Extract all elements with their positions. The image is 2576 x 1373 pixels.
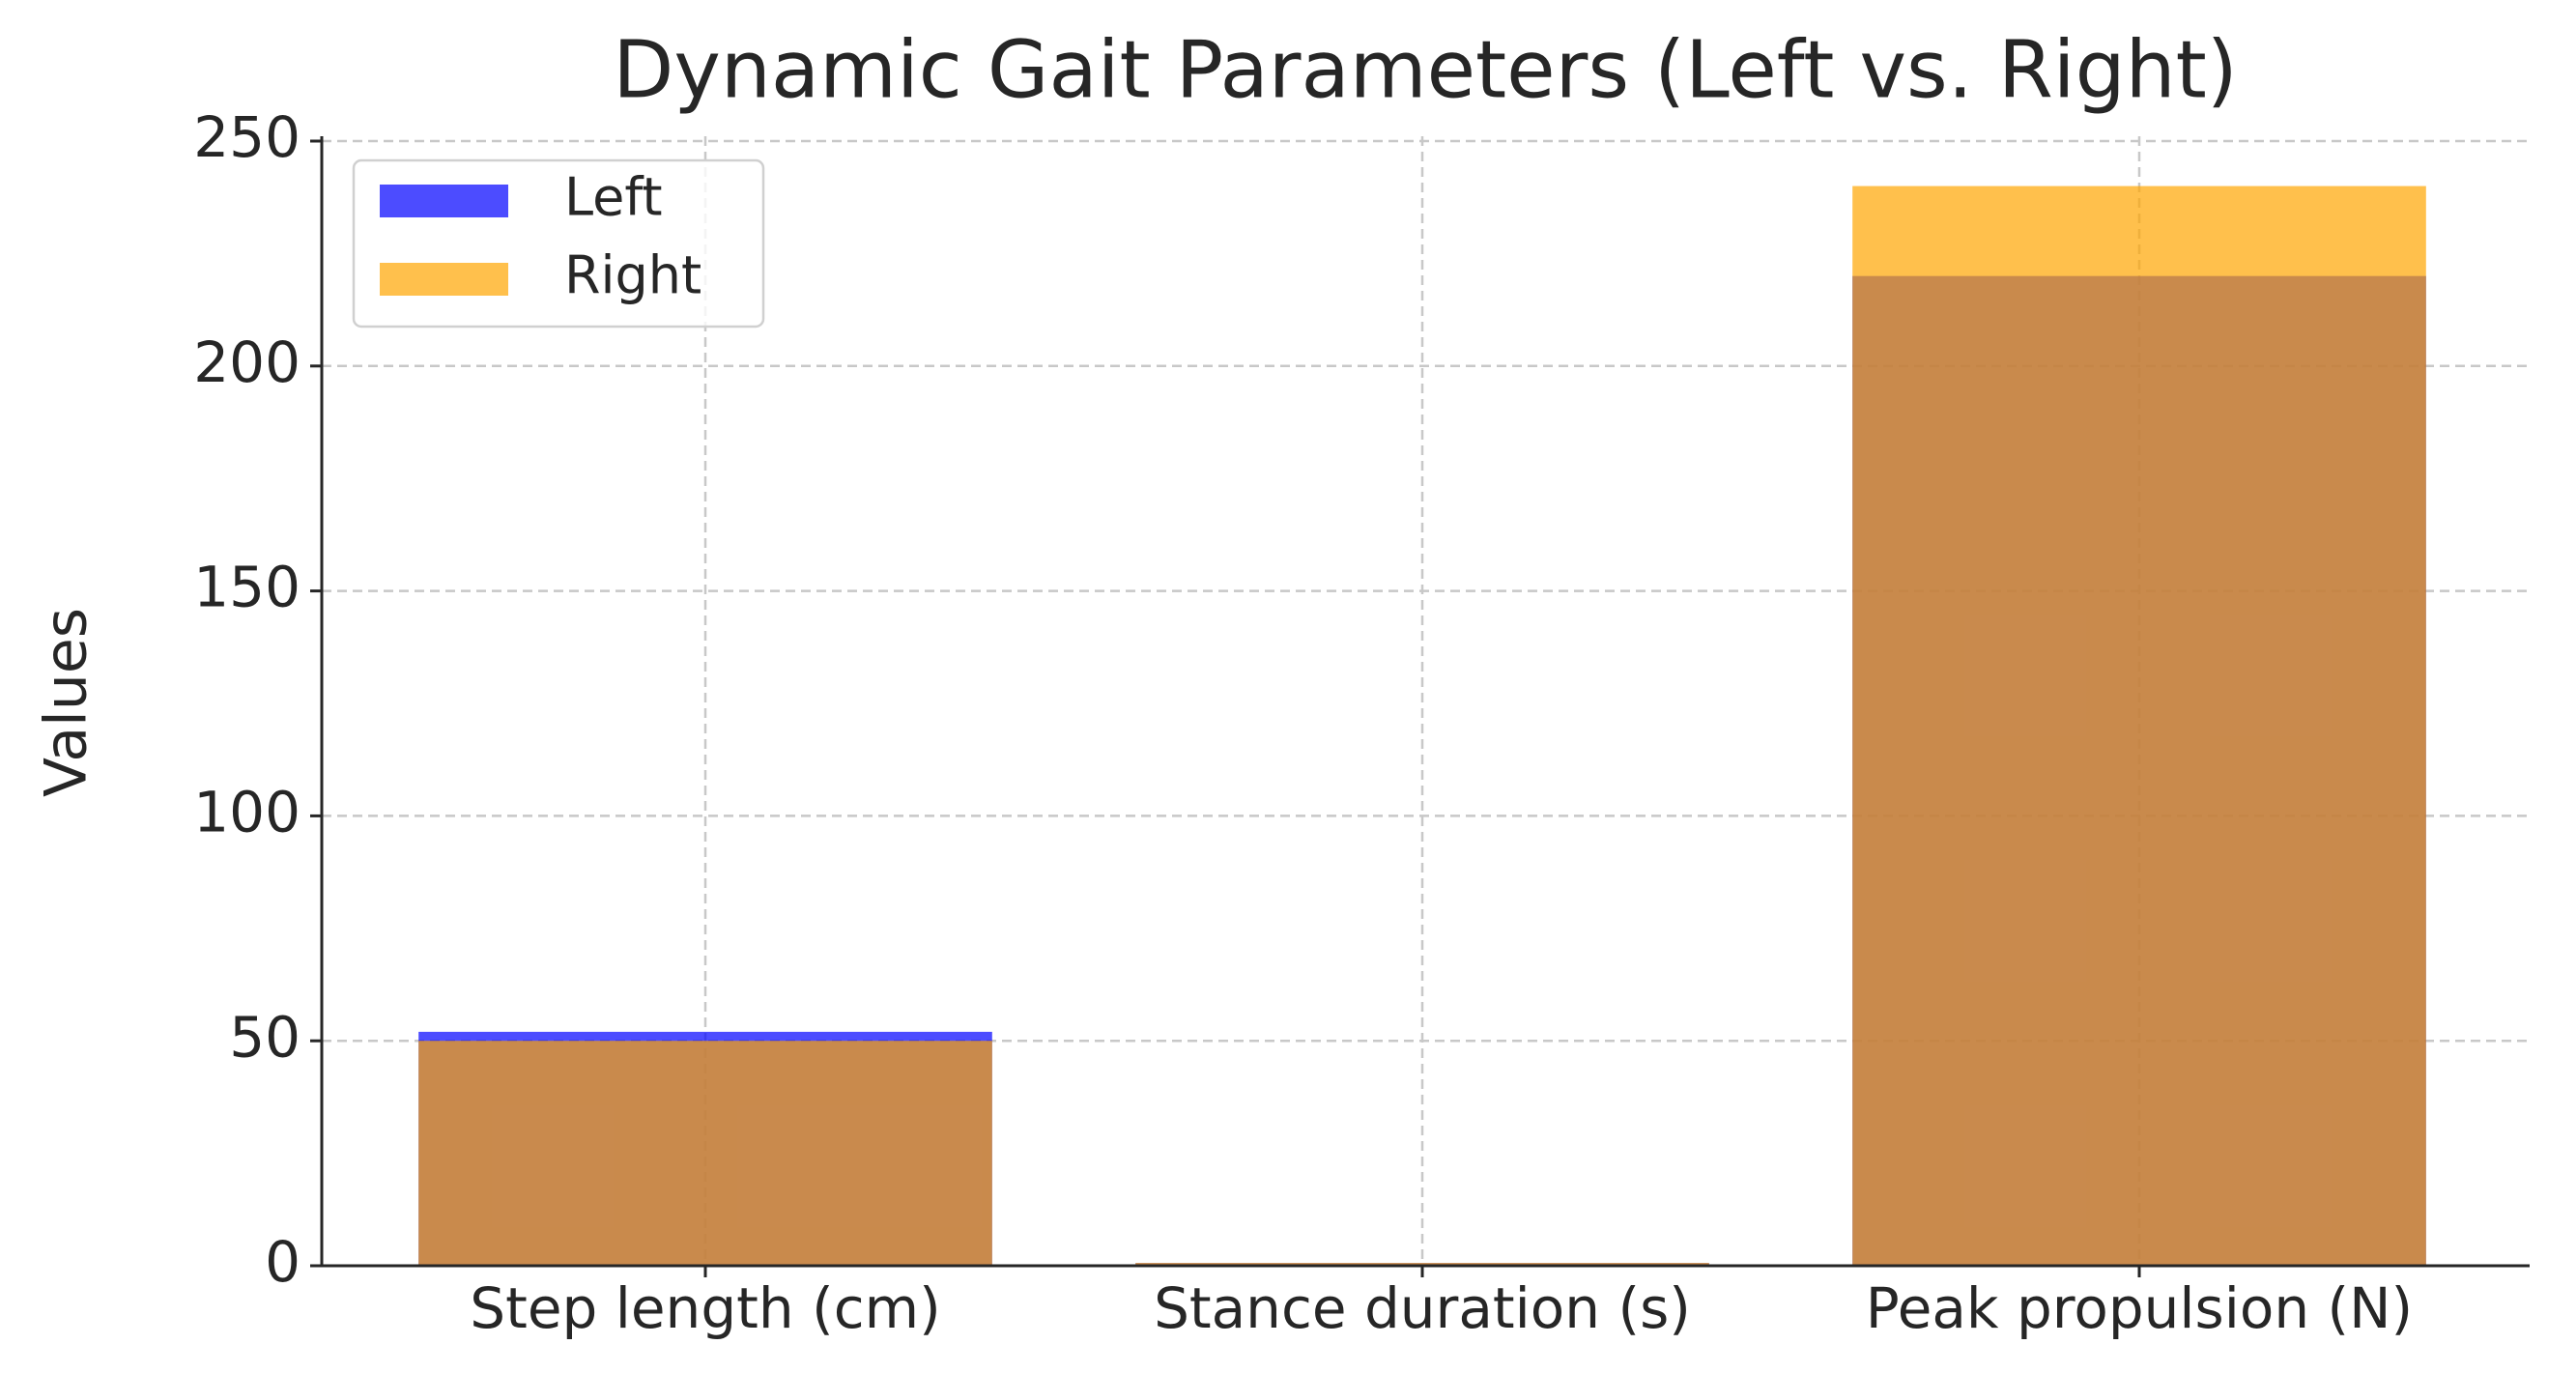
y-tick-label: 0 [265,1229,301,1295]
x-tick-label: Step length (cm) [470,1275,940,1341]
y-tick-label: 250 [193,104,301,170]
legend-label: Right [564,245,701,306]
y-tick-label: 50 [229,1004,301,1070]
x-tick-label: Peak propulsion (N) [1866,1275,2413,1341]
legend-label: Left [564,167,663,228]
x-tick-label: Stance duration (s) [1154,1275,1691,1341]
bar [418,1041,992,1266]
y-tick-label: 200 [193,329,301,395]
chart-title: Dynamic Gait Parameters (Left vs. Right) [613,24,2238,116]
y-tick-label: 100 [193,780,301,845]
y-tick-label: 150 [193,555,301,620]
legend-swatch [380,185,508,217]
bar [1852,186,2426,1266]
y-axis-label: Values [33,608,100,797]
legend-swatch [380,263,508,296]
